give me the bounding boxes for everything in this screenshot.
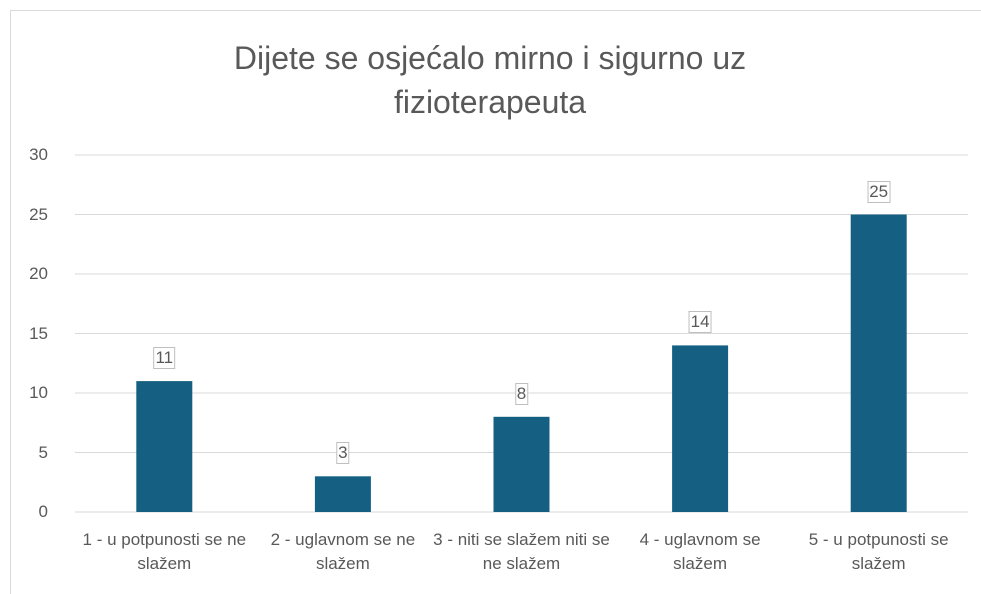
data-label: 14 xyxy=(688,311,712,334)
data-label: 11 xyxy=(153,347,176,370)
y-tick-label: 10 xyxy=(29,383,48,402)
y-tick-label: 20 xyxy=(29,264,48,283)
x-tick-label: 4 - uglavnom se slažem xyxy=(639,530,761,573)
data-label: 25 xyxy=(867,180,891,203)
chart-border xyxy=(10,10,981,594)
bar xyxy=(672,345,729,512)
data-label: 8 xyxy=(514,382,529,405)
bar xyxy=(136,381,193,512)
bar xyxy=(314,476,371,512)
data-label: 3 xyxy=(336,442,350,465)
bar xyxy=(850,214,907,512)
x-tick-label: 3 - niti se slažem niti se ne slažem xyxy=(433,530,610,573)
y-tick-label: 5 xyxy=(38,442,48,462)
chart-title: Dijete se osjećalo mirno i sigurno uz fi… xyxy=(233,40,747,120)
x-tick-label: 1 - u potpunosti se ne slažem xyxy=(82,530,247,573)
y-tick-label: 30 xyxy=(29,145,48,164)
y-tick-label: 0 xyxy=(38,502,48,521)
bar xyxy=(493,416,550,512)
y-tick-label: 15 xyxy=(29,323,48,343)
y-tick-label: 25 xyxy=(29,204,48,224)
x-tick-label: 5 - u potpunosti se slažem xyxy=(808,530,949,573)
x-tick-label: 2 - uglavnom se ne slažem xyxy=(270,530,416,573)
